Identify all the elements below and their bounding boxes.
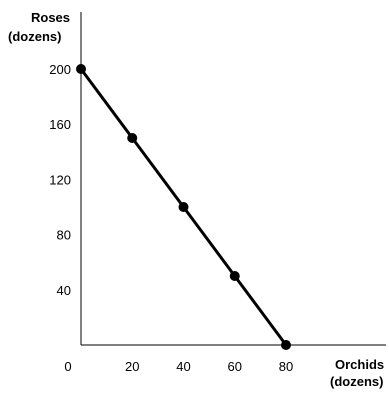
y-tick-label: 160 — [49, 117, 71, 132]
data-point — [178, 202, 189, 212]
data-point — [76, 64, 86, 74]
y-axis-title-line2: (dozens) — [8, 29, 61, 44]
series-layer — [76, 64, 291, 350]
x-tick-label: 40 — [176, 359, 190, 374]
data-point — [229, 271, 240, 281]
x-tick-label: 60 — [228, 359, 242, 374]
x-tick-label: 80 — [279, 359, 293, 374]
x-tick-label: 20 — [125, 359, 139, 374]
y-tick-label: 40 — [57, 283, 71, 298]
x-axis-title-line2: (dozens) — [330, 374, 383, 389]
y-tick-label: 200 — [49, 62, 71, 77]
y-tick-label: 120 — [49, 172, 71, 187]
y-axis-title-line1: Roses — [31, 10, 70, 25]
data-point — [281, 340, 291, 350]
y-tick-label: 80 — [57, 228, 71, 243]
data-point — [127, 133, 138, 143]
x-tick-label: 0 — [64, 359, 71, 374]
ticks-layer: 0 20 40 60 80 40 80 120 160 200 — [49, 62, 293, 374]
x-axis-title-line1: Orchids — [335, 357, 384, 372]
